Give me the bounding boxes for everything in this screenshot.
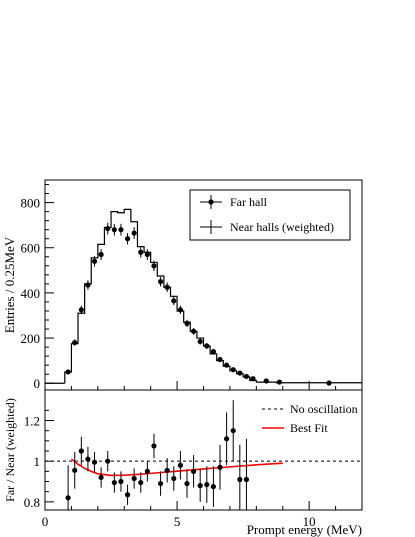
y-tick-label: 0.8: [24, 495, 40, 510]
far-hall-point: [138, 249, 144, 255]
ratio-point: [197, 482, 203, 489]
ratio-point: [177, 462, 183, 468]
ratio-point: [72, 467, 78, 473]
far-hall-point: [171, 298, 177, 304]
y-tick-label: 0: [34, 376, 41, 391]
ratio-point: [210, 484, 217, 490]
ratio-point: [190, 468, 197, 474]
far-hall-point: [217, 356, 223, 363]
ratio-point: [144, 468, 150, 474]
ratio-point: [184, 480, 190, 487]
far-hall-point: [190, 328, 197, 334]
far-hall-point: [164, 284, 170, 290]
ratio-point: [124, 492, 131, 498]
far-hall-point: [230, 367, 236, 373]
far-hall-point: [243, 373, 250, 380]
y-tick-label: 400: [21, 286, 41, 301]
ratio-point: [243, 476, 250, 483]
x-tick-label: 0: [42, 514, 49, 529]
far-hall-point: [98, 251, 104, 258]
y-tick-label: 200: [21, 331, 41, 346]
ratio-point: [78, 448, 84, 454]
far-hall-point: [85, 282, 91, 288]
far-hall-point: [263, 378, 269, 384]
ratio-point: [217, 464, 223, 470]
ratio-point: [171, 475, 177, 482]
ratio-point: [164, 467, 170, 473]
ratio-point: [224, 436, 230, 442]
ratio-point: [118, 478, 124, 485]
far-hall-point: [276, 379, 283, 385]
far-hall-point: [184, 320, 190, 326]
ratio-point: [230, 428, 236, 434]
y-tick-label: 1: [34, 454, 41, 469]
ratio-point: [85, 456, 91, 462]
far-hall-point: [72, 339, 78, 346]
y-axis-label: Entries / 0.25MeV: [2, 236, 17, 333]
y-tick-label: 1.2: [24, 414, 40, 429]
far-hall-point: [91, 258, 98, 264]
y-tick-label: 800: [21, 196, 41, 211]
far-hall-point: [224, 362, 230, 368]
legend-far-hall: Far hall: [230, 195, 268, 209]
far-hall-point: [210, 349, 217, 355]
ratio-point: [98, 474, 104, 481]
far-hall-legend-marker: [208, 199, 214, 205]
far-hall-point: [204, 343, 210, 349]
far-hall-point: [197, 338, 203, 345]
top-legend: Far hall Near halls (weighted): [189, 189, 351, 241]
far-hall-point: [144, 251, 150, 258]
bottom-legend: No oscillation Best Fit: [262, 402, 358, 435]
x-axis-label: Prompt energy (MeV): [247, 522, 362, 537]
far-hall-point: [151, 263, 157, 269]
ratio-point: [105, 458, 111, 464]
far-hall-point: [326, 380, 332, 386]
top-panel: 0 200 400 600 800 Entries / 0.25MeV Far hall Ne…: [2, 179, 363, 391]
x-tick-label: 5: [174, 514, 181, 529]
ratio-point: [131, 475, 137, 482]
y-axis-label: Far / Near (weighted): [3, 398, 17, 502]
far-hall-point: [237, 370, 243, 376]
y-tick-label: 600: [21, 241, 41, 256]
ratio-point: [138, 479, 144, 486]
ratio-point: [151, 443, 157, 449]
far-hall-point: [111, 227, 117, 233]
x-tick-label: 10: [303, 514, 316, 529]
far-hall-point: [118, 227, 124, 233]
ratio-point: [204, 481, 210, 488]
ratio-point: [91, 459, 98, 465]
far-hall-point: [131, 230, 137, 236]
legend-no-oscillation: No oscillation: [290, 402, 358, 416]
top-legend-box: [189, 189, 351, 241]
far-hall-point: [177, 307, 183, 313]
far-hall-point: [78, 307, 84, 313]
ratio-point: [237, 476, 243, 483]
far-hall-point: [65, 369, 71, 375]
ratio-point: [111, 479, 117, 486]
far-hall-point: [124, 236, 131, 242]
best-fit-curve: [70, 458, 283, 477]
far-hall-point: [105, 225, 111, 232]
far-hall-point: [250, 376, 256, 382]
far-hall-point: [157, 279, 164, 285]
ratio-point: [65, 495, 71, 501]
legend-near-halls: Near halls (weighted): [230, 220, 334, 234]
ratio-point: [157, 480, 164, 487]
legend-best-fit: Best Fit: [290, 421, 328, 435]
